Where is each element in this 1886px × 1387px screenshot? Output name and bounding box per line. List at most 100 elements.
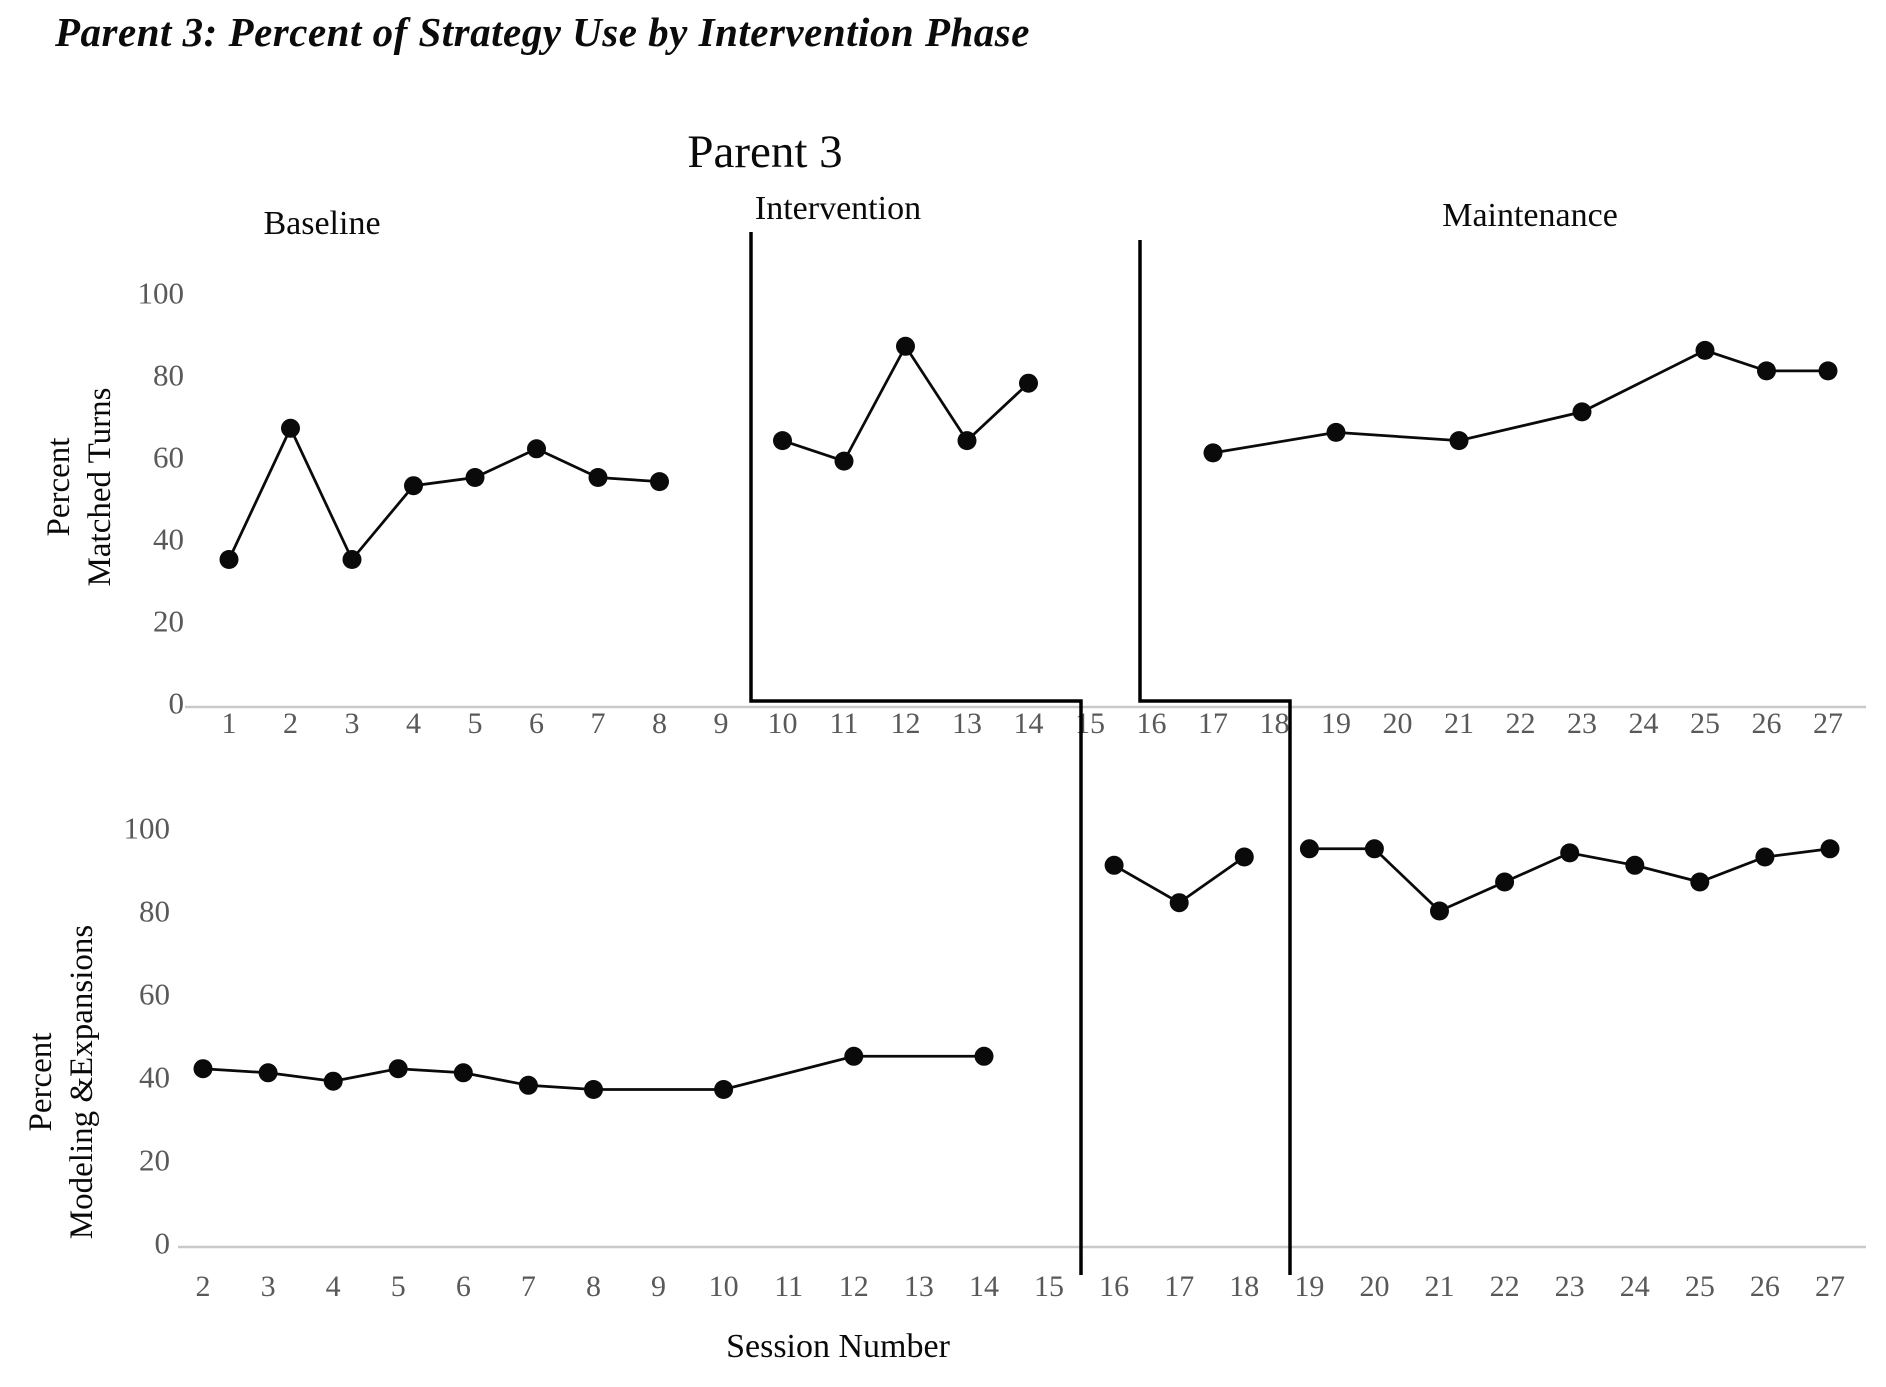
data-point-maintenance-top [1203,443,1223,463]
y-tick-label-top: 20 [153,604,184,639]
data-point-maintenance-top [1449,431,1469,451]
data-point-maintenance-bottom [1755,847,1775,867]
x-tick-label-top: 23 [1567,707,1597,740]
phase-line-intervention-to-maintenance [1138,240,1292,1275]
data-point-baseline-bottom [388,1059,408,1079]
x-tick-label-top: 8 [652,707,667,740]
data-point-maintenance-bottom [1690,872,1710,892]
x-axis-title: Session Number [726,1328,950,1365]
phase-label-maintenance: Maintenance [1442,197,1618,234]
x-tick-label-top: 6 [529,707,544,740]
x-tick-label-bottom: 24 [1620,1270,1650,1303]
x-tick-label-top: 10 [768,707,798,740]
y-tick-label-bottom: 100 [124,811,171,846]
x-tick-label-bottom: 27 [1815,1270,1845,1303]
x-tick-label-bottom: 13 [904,1270,934,1303]
x-tick-label-bottom: 23 [1555,1270,1585,1303]
x-tick-label-bottom: 21 [1425,1270,1455,1303]
y-tick-label-bottom: 60 [139,977,170,1012]
data-point-maintenance-bottom [1560,843,1580,863]
y-tick-label-top: 60 [153,440,184,475]
x-tick-label-top: 21 [1444,707,1474,740]
x-tick-label-top: 26 [1752,707,1782,740]
data-point-maintenance-top [1818,361,1838,381]
x-tick-label-bottom: 26 [1750,1270,1780,1303]
x-tick-label-top: 11 [830,707,859,740]
x-tick-label-top: 5 [468,707,483,740]
data-point-baseline-top [527,439,546,459]
x-tick-label-bottom: 22 [1490,1270,1520,1303]
x-tick-label-bottom: 6 [456,1270,471,1303]
x-tick-label-top: 20 [1383,707,1413,740]
x-tick-label-top: 2 [283,707,298,740]
data-point-baseline-top [404,476,423,496]
data-point-baseline-bottom [584,1080,603,1099]
x-tick-label-top: 3 [345,707,360,740]
x-tick-label-bottom: 3 [261,1270,276,1303]
x-tick-label-top: 24 [1629,707,1659,740]
data-point-intervention-bottom [1104,855,1124,875]
x-tick-label-top: 7 [591,707,606,740]
x-tick-label-top: 27 [1813,707,1843,740]
data-point-baseline-top [588,468,608,487]
x-tick-label-bottom: 14 [969,1270,999,1303]
x-tick-label-bottom: 11 [774,1270,803,1303]
series-line-baseline-bottom [202,1054,984,1091]
data-point-intervention-top [896,336,915,356]
series-line-intervention-top [782,343,1030,463]
data-point-maintenance-bottom [1364,839,1384,859]
y-tick-label-top: 40 [153,522,184,557]
data-point-maintenance-top [1572,402,1592,422]
x-tick-label-top: 17 [1198,707,1228,740]
x-tick-label-bottom: 12 [839,1270,869,1303]
data-point-baseline-top [465,468,485,487]
x-tick-label-top: 4 [406,707,421,740]
y-tick-label-top: 100 [138,276,185,311]
x-tick-label-bottom: 19 [1294,1270,1324,1303]
x-tick-label-bottom: 4 [326,1270,341,1303]
x-tick-label-bottom: 16 [1099,1270,1129,1303]
series-line-baseline-top [227,425,660,563]
x-tick-label-top: 14 [1014,707,1044,740]
data-point-baseline-bottom [453,1063,473,1083]
y-tick-label-bottom: 0 [155,1226,171,1261]
data-point-baseline-bottom [518,1075,538,1095]
data-point-baseline-bottom [714,1080,734,1099]
data-point-baseline-bottom [974,1046,994,1066]
x-tick-label-bottom: 25 [1685,1270,1715,1303]
y-tick-label-bottom: 40 [139,1060,170,1095]
x-tick-label-top: 12 [891,707,921,740]
x-tick-label-bottom: 5 [391,1270,406,1303]
data-point-maintenance-top [1695,340,1715,360]
x-tick-label-top: 16 [1137,707,1167,740]
data-point-intervention-top [834,451,854,471]
data-point-maintenance-bottom [1820,839,1840,859]
phase-label-baseline: Baseline [263,205,381,242]
data-point-maintenance-bottom [1430,901,1449,921]
data-point-intervention-bottom [1169,893,1189,913]
x-tick-label-top: 13 [952,707,982,740]
x-tick-label-bottom: 17 [1164,1270,1194,1303]
series-line-maintenance-top [1212,348,1828,455]
x-tick-label-top: 9 [714,707,729,740]
phase-line-baseline-to-intervention [749,232,1083,1275]
x-tick-label-bottom: 10 [709,1270,739,1303]
x-tick-label-top: 18 [1260,707,1290,740]
x-tick-label-top: 19 [1321,707,1351,740]
x-tick-label-top: 1 [222,707,237,740]
y-tick-label-bottom: 20 [139,1143,170,1178]
x-tick-label-bottom: 2 [196,1270,211,1303]
x-tick-label-bottom: 20 [1359,1270,1389,1303]
x-tick-label-bottom: 9 [651,1270,666,1303]
figure-caption: Parent 3: Percent of Strategy Use by Int… [55,9,1030,55]
chart-title: Parent 3 [687,126,843,178]
x-tick-label-top: 25 [1690,707,1720,740]
x-tick-label-bottom: 18 [1229,1270,1259,1303]
data-point-baseline-bottom [258,1063,278,1083]
data-point-intervention-top [1019,373,1038,393]
data-point-maintenance-top [1757,361,1776,381]
y-tick-label-bottom: 80 [139,894,170,929]
data-point-baseline-top [219,550,239,569]
